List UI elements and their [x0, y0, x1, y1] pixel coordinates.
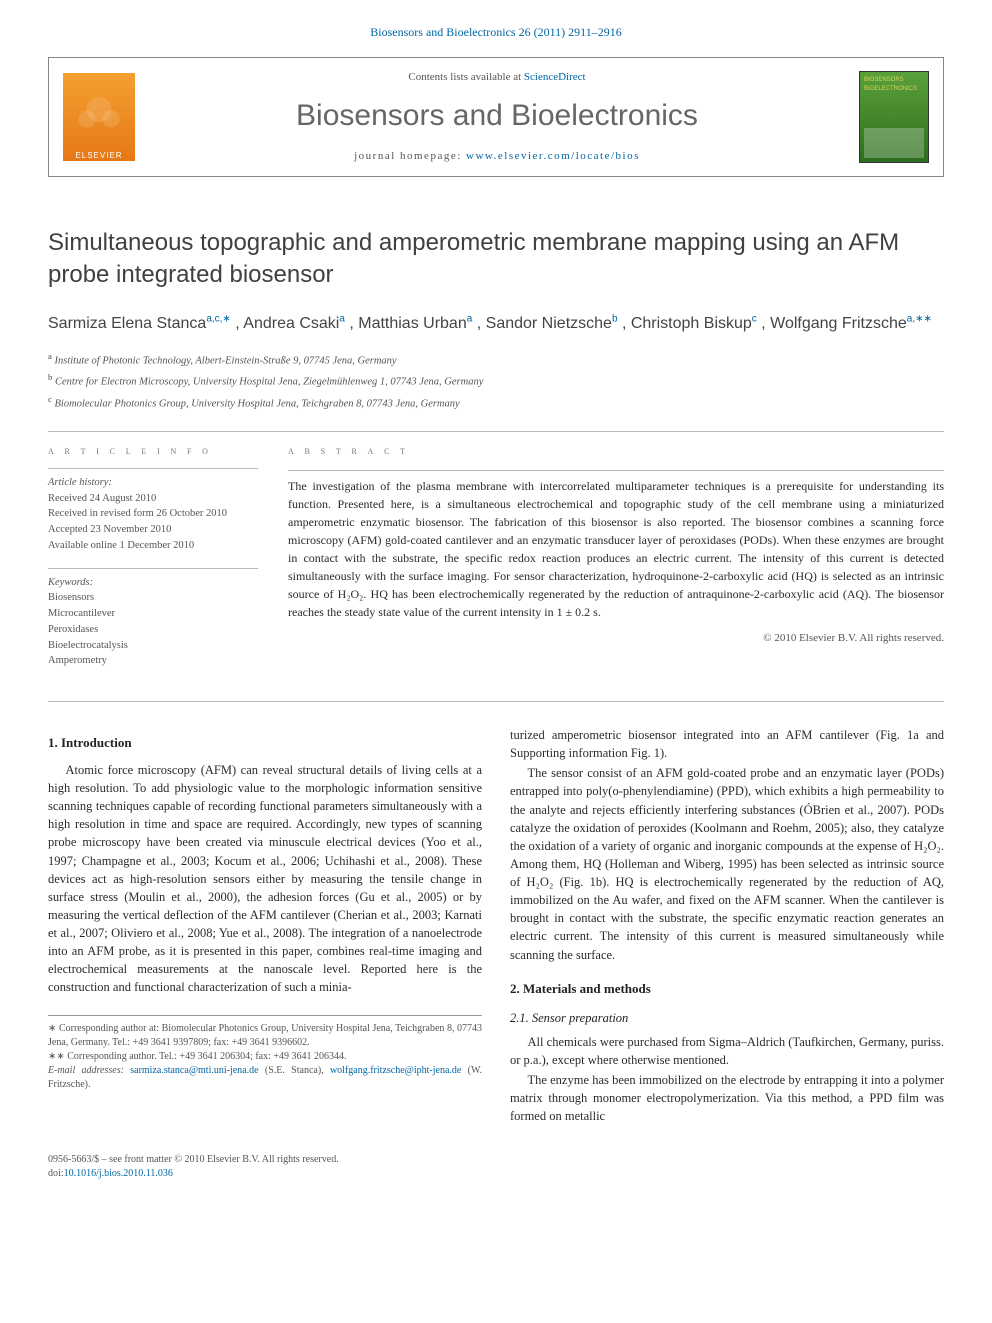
footer-meta: 0956-5663/$ – see front matter © 2010 El…: [0, 1147, 992, 1201]
author-4-aff: b: [612, 313, 618, 324]
email-1-who: (S.E. Stanca),: [259, 1065, 330, 1076]
footnote-2-text: Corresponding author. Tel.: +49 3641 206…: [67, 1051, 346, 1062]
footer-doi: doi:10.1016/j.bios.2010.11.036: [48, 1167, 944, 1181]
corresponding-footnotes: ∗ Corresponding author at: Biomolecular …: [48, 1015, 482, 1092]
journal-cover-thumbnail: BIOSENSORS BIOELECTRONICS: [859, 71, 929, 163]
author-list: Sarmiza Elena Stancaa,c,∗ , Andrea Csaki…: [48, 312, 944, 335]
history-line-0: Received 24 August 2010: [48, 491, 258, 507]
body-two-column: 1. Introduction Atomic force microscopy …: [48, 726, 944, 1127]
footnote-1: ∗ Corresponding author at: Biomolecular …: [48, 1022, 482, 1050]
affiliation-c-text: Biomolecular Photonics Group, University…: [55, 398, 460, 409]
info-abstract-row: a r t i c l e i n f o Article history: R…: [48, 444, 944, 683]
author-5-aff: c: [752, 313, 757, 324]
affiliation-b: b Centre for Electron Microscopy, Univer…: [48, 370, 944, 391]
author-6: , Wolfgang Fritzsche: [761, 315, 907, 332]
history-line-2: Accepted 23 November 2010: [48, 522, 258, 538]
intro-paragraph-1: Atomic force microscopy (AFM) can reveal…: [48, 761, 482, 997]
contents-line: Contents lists available at ScienceDirec…: [135, 70, 859, 86]
email-link-1[interactable]: sarmiza.stanca@mti.uni-jena.de: [130, 1065, 258, 1076]
doi-label: doi:: [48, 1168, 64, 1179]
sciencedirect-link[interactable]: ScienceDirect: [524, 71, 586, 83]
journal-masthead: ELSEVIER Contents lists available at Sci…: [48, 57, 944, 177]
citation-text: Biosensors and Bioelectronics 26 (2011) …: [370, 25, 621, 39]
running-head: Biosensors and Bioelectronics 26 (2011) …: [0, 0, 992, 51]
footnote-2-label: ∗∗: [48, 1051, 65, 1062]
author-2: , Andrea Csaki: [235, 315, 339, 332]
history-label: Article history:: [48, 475, 258, 491]
author-1-aff: a,c,∗: [206, 313, 231, 324]
journal-title: Biosensors and Bioelectronics: [135, 94, 859, 138]
contents-prefix: Contents lists available at: [408, 71, 523, 83]
methods-paragraph-1: All chemicals were purchased from Sigma–…: [510, 1033, 944, 1069]
homepage-link[interactable]: www.elsevier.com/locate/bios: [466, 150, 640, 162]
article-body: Simultaneous topographic and amperometri…: [0, 177, 992, 1147]
affiliation-a-text: Institute of Photonic Technology, Albert…: [55, 355, 397, 366]
intro-paragraph-1b: turized amperometric biosensor integrate…: [510, 726, 944, 762]
author-5: , Christoph Biskup: [622, 315, 752, 332]
abstract-copyright: © 2010 Elsevier B.V. All rights reserved…: [288, 631, 944, 647]
intro-paragraph-2: The sensor consist of an AFM gold-coated…: [510, 764, 944, 963]
section-2-1-heading: 2.1. Sensor preparation: [510, 1009, 944, 1027]
doi-link[interactable]: 10.1016/j.bios.2010.11.036: [64, 1168, 173, 1179]
homepage-prefix: journal homepage:: [354, 150, 466, 162]
author-2-aff: a: [339, 313, 345, 324]
abstract-text: The investigation of the plasma membrane…: [288, 477, 944, 621]
footnote-2: ∗∗ Corresponding author. Tel.: +49 3641 …: [48, 1050, 482, 1064]
history-line-3: Available online 1 December 2010: [48, 538, 258, 554]
article-title: Simultaneous topographic and amperometri…: [48, 227, 944, 289]
keywords-block: Keywords: Biosensors Microcantilever Per…: [48, 575, 258, 670]
keywords-label: Keywords:: [48, 575, 258, 591]
author-1: Sarmiza Elena Stanca: [48, 315, 206, 332]
footer-line-1: 0956-5663/$ – see front matter © 2010 El…: [48, 1153, 944, 1167]
cover-thumb-image: [864, 128, 924, 158]
affiliation-b-text: Centre for Electron Microscopy, Universi…: [55, 377, 483, 388]
author-3: , Matthias Urban: [349, 315, 466, 332]
affiliation-list: a Institute of Photonic Technology, Albe…: [48, 349, 944, 413]
footnote-1-label: ∗: [48, 1023, 56, 1034]
article-info-heading: a r t i c l e i n f o: [48, 444, 258, 460]
elsevier-logo: ELSEVIER: [63, 73, 135, 161]
history-line-1: Received in revised form 26 October 2010: [48, 506, 258, 522]
article-history: Article history: Received 24 August 2010…: [48, 475, 258, 554]
masthead-center: Contents lists available at ScienceDirec…: [135, 70, 859, 165]
info-divider-2: [48, 568, 258, 569]
article-info-column: a r t i c l e i n f o Article history: R…: [48, 444, 258, 683]
emails-label: E-mail addresses:: [48, 1065, 124, 1076]
elsevier-logo-label: ELSEVIER: [75, 150, 122, 162]
keyword-3: Bioelectrocatalysis: [48, 638, 258, 654]
affiliation-a: a Institute of Photonic Technology, Albe…: [48, 349, 944, 370]
section-2-heading: 2. Materials and methods: [510, 980, 944, 999]
homepage-line: journal homepage: www.elsevier.com/locat…: [135, 149, 859, 165]
keyword-4: Amperometry: [48, 653, 258, 669]
abs-divider: [288, 470, 944, 471]
section-1-heading: 1. Introduction: [48, 734, 482, 753]
keyword-2: Peroxidases: [48, 622, 258, 638]
keyword-0: Biosensors: [48, 590, 258, 606]
divider-top: [48, 431, 944, 432]
footnote-1-text: Corresponding author at: Biomolecular Ph…: [48, 1023, 482, 1048]
author-6-aff: a,∗∗: [907, 313, 932, 324]
email-link-2[interactable]: wolfgang.fritzsche@ipht-jena.de: [330, 1065, 461, 1076]
methods-paragraph-2: The enzyme has been immobilized on the e…: [510, 1071, 944, 1125]
keyword-1: Microcantilever: [48, 606, 258, 622]
elsevier-tree-icon: [69, 88, 129, 150]
author-4: , Sandor Nietzsche: [477, 315, 612, 332]
divider-bottom: [48, 701, 944, 702]
author-3-aff: a: [467, 313, 473, 324]
info-divider-1: [48, 468, 258, 469]
affiliation-c: c Biomolecular Photonics Group, Universi…: [48, 392, 944, 413]
abstract-column: a b s t r a c t The investigation of the…: [288, 444, 944, 683]
cover-thumb-title: BIOSENSORS BIOELECTRONICS: [864, 76, 924, 93]
abstract-heading: a b s t r a c t: [288, 444, 944, 460]
footnote-emails: E-mail addresses: sarmiza.stanca@mti.uni…: [48, 1064, 482, 1092]
